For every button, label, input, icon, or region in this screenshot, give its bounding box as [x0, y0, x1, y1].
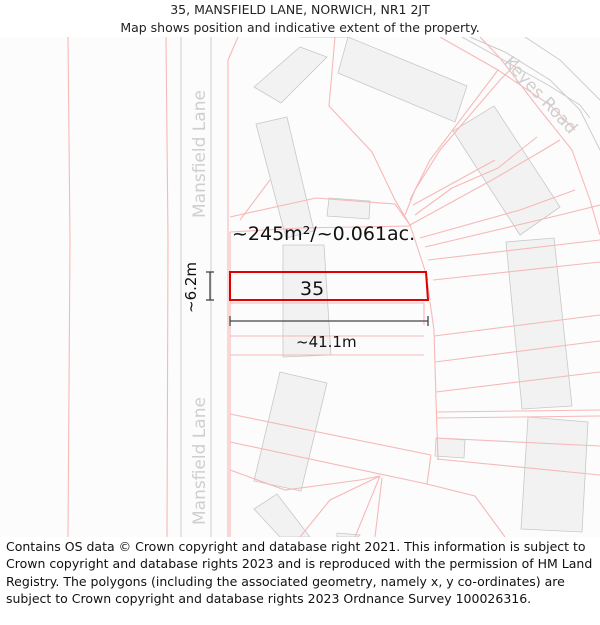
property-address-title: 35, MANSFIELD LANE, NORWICH, NR1 2JT — [170, 2, 430, 17]
mansfield-lane-label-lower: Mansfield Lane — [190, 397, 210, 525]
property-area-label: ~245m²/~0.061ac. — [232, 223, 415, 245]
width-dimension — [229, 316, 429, 326]
parcel-boundaries — [67, 37, 600, 537]
property-outline[interactable] — [229, 271, 430, 301]
property-map[interactable]: Mansfield Lane Mansfield Lane Keyes Road… — [0, 37, 600, 537]
copyright-attribution: Contains OS data © Crown copyright and d… — [6, 539, 593, 606]
property-width-label: ~41.1m — [296, 333, 357, 351]
keyes-road-label: Keyes Road — [499, 53, 581, 138]
property-number-label: 35 — [300, 278, 324, 300]
map-header: 35, MANSFIELD LANE, NORWICH, NR1 2JT Map… — [0, 0, 600, 38]
property-height-label: ~6.2m — [182, 262, 200, 313]
map-subtitle: Map shows position and indicative extent… — [120, 20, 480, 35]
keyes-road — [461, 37, 600, 151]
height-dimension — [206, 271, 214, 301]
mansfield-lane-road — [180, 37, 212, 537]
mansfield-lane-label-upper: Mansfield Lane — [190, 90, 210, 218]
